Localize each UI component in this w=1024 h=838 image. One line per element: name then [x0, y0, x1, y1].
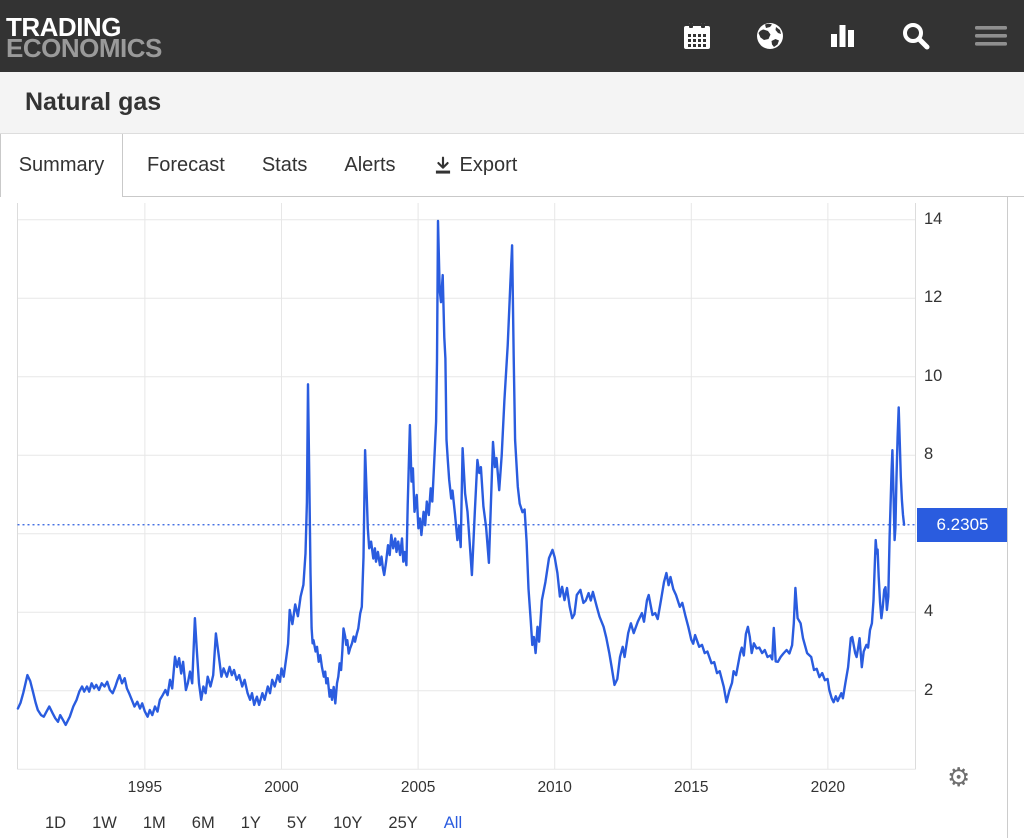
- logo-line-2: ECONOMICS: [6, 32, 162, 63]
- right-border-divider: [1007, 197, 1008, 838]
- range-button-25y[interactable]: 25Y: [388, 814, 418, 832]
- range-button-1d[interactable]: 1D: [45, 814, 67, 832]
- download-icon: [435, 156, 450, 174]
- range-button-1m[interactable]: 1M: [142, 814, 166, 832]
- range-button-all[interactable]: All: [443, 814, 463, 832]
- y-tick-label: 8: [924, 445, 934, 464]
- y-tick-label: 12: [924, 288, 943, 307]
- tab-stats[interactable]: Stats: [249, 134, 321, 197]
- current-price-badge: 6.2305: [917, 507, 1008, 542]
- tab-label: Forecast: [147, 154, 225, 176]
- search-icon[interactable]: [901, 21, 931, 51]
- header-icon-bar: [682, 21, 1008, 51]
- x-tick-label: 2005: [400, 779, 436, 796]
- range-button-1y[interactable]: 1Y: [240, 814, 261, 832]
- y-tick-label: 4: [924, 602, 934, 621]
- x-tick-label: 2010: [537, 779, 572, 796]
- tab-summary[interactable]: Summary: [0, 134, 123, 197]
- logo-line-1: TRADING: [6, 11, 121, 42]
- range-selector: 1D 1W 1M 6M 1Y 5Y 10Y 25Y All: [45, 814, 462, 833]
- range-button-5y[interactable]: 5Y: [286, 814, 308, 832]
- tab-export[interactable]: Export: [420, 134, 531, 197]
- tab-bar: Summary Forecast Stats Alerts Export: [0, 133, 1024, 197]
- trading-economics-logo[interactable]: TRADING ECONOMICS: [6, 11, 162, 63]
- tab-label: Summary: [18, 154, 105, 176]
- title-bar: Natural gas: [0, 72, 1024, 133]
- globe-icon[interactable]: [755, 21, 785, 51]
- markets-icon[interactable]: [828, 21, 858, 51]
- tab-label: Stats: [261, 154, 308, 176]
- price-line-series: [16, 219, 906, 727]
- app-header: TRADING ECONOMICS: [0, 0, 1024, 72]
- tab-label: Export: [459, 154, 518, 176]
- y-tick-label: 2: [924, 680, 934, 699]
- x-tick-label: 1995: [127, 779, 163, 796]
- x-tick-label: 2000: [264, 779, 299, 796]
- current-price-value: 6.2305: [936, 514, 989, 534]
- chart-container: 14 12 10 8 4 2 1995 2000 2005 2010 2015 2020 6.230…: [0, 197, 1024, 838]
- tab-forecast[interactable]: Forecast: [134, 134, 238, 197]
- tab-alerts[interactable]: Alerts: [331, 134, 408, 197]
- range-button-6m[interactable]: 6M: [191, 814, 215, 832]
- range-button-10y[interactable]: 10Y: [333, 814, 363, 832]
- price-chart[interactable]: [0, 197, 1024, 838]
- page-title: Natural gas: [25, 88, 162, 116]
- y-tick-label: 10: [924, 366, 943, 385]
- x-tick-label: 2020: [810, 779, 846, 796]
- menu-icon[interactable]: [974, 21, 1008, 51]
- y-tick-label: 14: [924, 209, 943, 228]
- chart-settings-gear-icon[interactable]: ⚙: [947, 763, 971, 793]
- range-button-1w[interactable]: 1W: [92, 814, 117, 832]
- calendar-icon[interactable]: [682, 21, 712, 51]
- x-tick-label: 2015: [674, 779, 709, 796]
- tab-label: Alerts: [344, 154, 396, 176]
